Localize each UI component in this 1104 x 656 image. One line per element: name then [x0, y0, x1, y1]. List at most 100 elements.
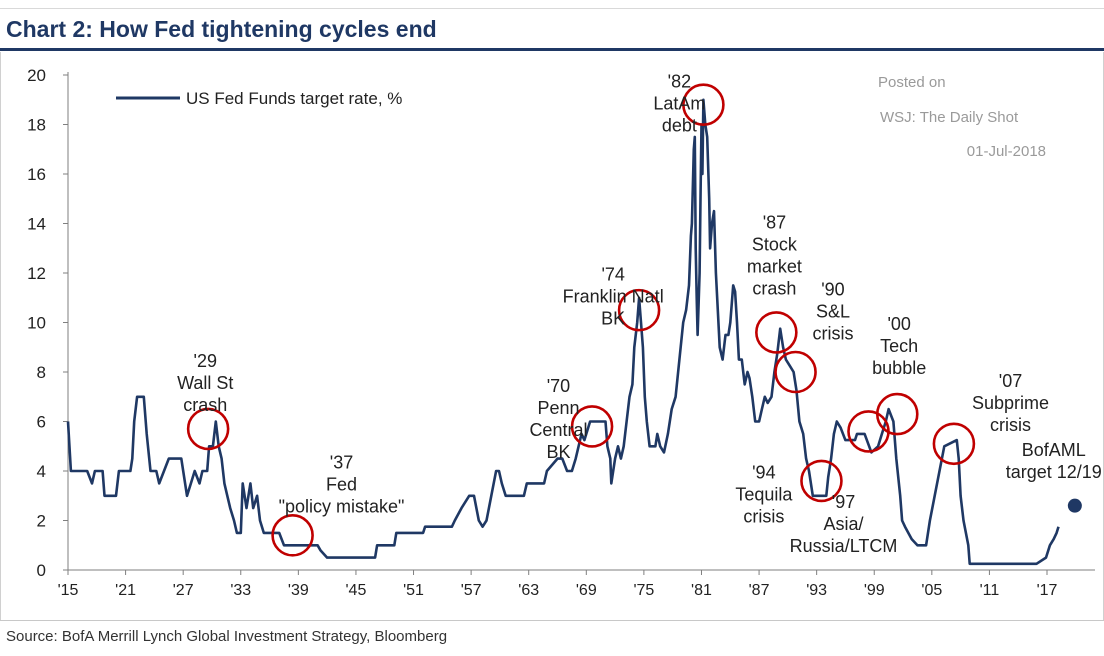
- x-tick-label: '15: [58, 582, 79, 599]
- annotation-line: bubble: [872, 358, 926, 378]
- y-tick-label: 4: [37, 462, 46, 481]
- highlight-circle: [932, 422, 976, 466]
- x-tick-label: '63: [518, 582, 539, 599]
- annotation-line: '94: [752, 462, 775, 482]
- annotation-line: Central: [529, 420, 587, 440]
- annotation-line: S&L: [816, 301, 850, 321]
- series-layer: [66, 98, 1082, 566]
- annotation-line: Russia/LTCM: [790, 536, 898, 556]
- title-rule: [0, 48, 1104, 51]
- annotation-line: '74: [601, 264, 624, 284]
- y-tick-label: 16: [27, 165, 46, 184]
- x-tick-label: '11: [980, 582, 1000, 599]
- annotation-line: '90: [821, 279, 844, 299]
- annotation-line: target 12/19: [1006, 462, 1102, 482]
- highlight-circle: [682, 83, 725, 126]
- annotation-line: Franklin Natl: [563, 286, 664, 306]
- y-tick-label: 10: [27, 314, 46, 333]
- annotation-line: "policy mistake": [279, 497, 405, 517]
- y-tick-label: 20: [27, 66, 46, 85]
- annotation-line: '70: [547, 376, 570, 396]
- y-tick-label: 8: [37, 363, 46, 382]
- target-point: [1067, 498, 1082, 513]
- x-tick-label: '33: [230, 582, 251, 599]
- annotation-line: Subprime: [972, 393, 1049, 413]
- annotation-line: '37: [330, 453, 353, 473]
- x-tick-label: '05: [921, 582, 942, 599]
- annotation-line: Penn: [537, 398, 579, 418]
- y-tick-label: 12: [27, 264, 46, 283]
- annotation-line: crash: [752, 278, 796, 298]
- source-note: Source: BofA Merrill Lynch Global Invest…: [6, 628, 448, 645]
- watermark-line: Posted on: [878, 74, 946, 91]
- x-tick-label: '51: [403, 582, 424, 599]
- annotation-line: '87: [763, 212, 786, 232]
- x-tick-label: '69: [576, 582, 597, 599]
- bottom-rule: [0, 620, 1104, 621]
- annotation-line: BK: [546, 442, 570, 462]
- annotation-line: market: [747, 256, 802, 276]
- fed-funds-chart: 0 2 4 6 8 10 12 14 16 18 20 '15 '21 '27 '33 '39 '45 '51 '5…: [27, 66, 1102, 599]
- annotation-line: '00: [887, 314, 910, 334]
- y-tick-label: 14: [27, 215, 46, 234]
- highlight-circle: [755, 311, 798, 354]
- y-tick-label: 2: [37, 512, 46, 531]
- annotation-line: Tequila: [735, 484, 793, 504]
- y-tick-label: 0: [37, 561, 46, 580]
- x-tick-label: '39: [288, 582, 309, 599]
- annotation-line: BK: [601, 308, 625, 328]
- watermark-line: 01-Jul-2018: [967, 143, 1046, 160]
- x-tick-label: '21: [115, 582, 136, 599]
- legend: US Fed Funds target rate, %: [116, 89, 402, 108]
- x-tick-label: '99: [864, 582, 885, 599]
- highlight-circle: [875, 392, 919, 436]
- annotation-line: crisis: [990, 415, 1031, 435]
- legend-label: US Fed Funds target rate, %: [186, 89, 402, 108]
- annotation-line: '97: [832, 492, 855, 512]
- highlight-circle: [774, 350, 817, 394]
- annotation-line: '82: [668, 71, 691, 91]
- watermark-line: WSJ: The Daily Shot: [880, 109, 1019, 126]
- highlight-circle: [800, 459, 843, 503]
- watermark: Posted on WSJ: The Daily Shot 01-Jul-2018: [878, 74, 1046, 160]
- annotation-line: LatAm: [653, 93, 705, 113]
- annotation-line: Wall St: [177, 373, 233, 393]
- highlight-circle: [271, 514, 314, 557]
- top-rule: [0, 8, 1104, 9]
- annotation-line: Stock: [752, 234, 798, 254]
- x-tick-label: '75: [633, 582, 654, 599]
- annotation-line: BofAML: [1022, 440, 1086, 460]
- annotation-line: Fed: [326, 475, 357, 495]
- annotation-line: Asia/: [824, 514, 864, 534]
- x-tick-label: '45: [346, 582, 367, 599]
- x-tick-label: '87: [749, 582, 770, 599]
- annotation-line: Tech: [880, 336, 918, 356]
- highlight-circle: [186, 407, 230, 451]
- highlight-circle: [617, 288, 661, 332]
- annotation-line: crisis: [743, 506, 784, 526]
- chart-axes: 0 2 4 6 8 10 12 14 16 18 20 '15 '21 '27 '33 '39 '45 '51 '5…: [27, 66, 1095, 599]
- y-tick-label: 18: [27, 116, 46, 135]
- annotation-line: '29: [194, 351, 217, 371]
- annotation-line: '07: [999, 371, 1022, 391]
- x-tick-label: '57: [461, 582, 482, 599]
- fed-funds-rate-line: [66, 98, 1060, 566]
- highlight-circle: [570, 405, 614, 448]
- x-tick-label: '17: [1037, 582, 1058, 599]
- x-tick-label: '27: [173, 582, 194, 599]
- y-tick-label: 6: [37, 413, 46, 432]
- chart-title: Chart 2: How Fed tightening cycles end: [6, 16, 437, 42]
- x-tick-label: '93: [806, 582, 827, 599]
